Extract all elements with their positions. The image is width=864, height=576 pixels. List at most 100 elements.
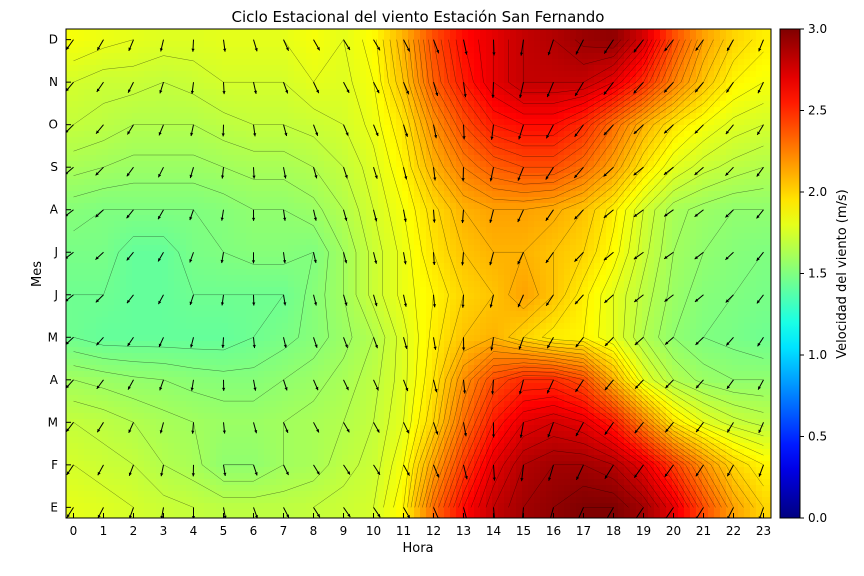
heatmap-cell bbox=[414, 53, 421, 60]
heatmap-cell bbox=[540, 167, 547, 174]
heatmap-cell bbox=[582, 137, 589, 144]
heatmap-cell bbox=[180, 47, 187, 54]
heatmap-cell bbox=[336, 113, 343, 120]
heatmap-cell bbox=[456, 101, 463, 108]
heatmap-cell bbox=[762, 107, 769, 114]
heatmap-cell bbox=[720, 95, 727, 102]
heatmap-cell bbox=[126, 77, 133, 84]
heatmap-cell bbox=[468, 263, 475, 270]
heatmap-cell bbox=[474, 167, 481, 174]
heatmap-cell bbox=[564, 161, 571, 168]
heatmap-cell bbox=[168, 125, 175, 132]
heatmap-cell bbox=[486, 119, 493, 126]
heatmap-cell bbox=[162, 107, 169, 114]
heatmap-cell bbox=[768, 251, 771, 258]
heatmap-cell bbox=[132, 215, 139, 222]
heatmap-cell bbox=[156, 65, 163, 72]
heatmap-cell bbox=[420, 107, 427, 114]
heatmap-cell bbox=[768, 143, 771, 150]
heatmap-cell bbox=[240, 95, 247, 102]
heatmap-cell bbox=[558, 275, 565, 282]
heatmap-cell bbox=[606, 161, 613, 168]
heatmap-cell bbox=[714, 77, 721, 84]
heatmap-cell bbox=[666, 119, 673, 126]
heatmap-cell bbox=[456, 215, 463, 222]
heatmap-cell bbox=[516, 71, 523, 78]
heatmap-cell bbox=[456, 95, 463, 102]
heatmap-cell bbox=[708, 95, 715, 102]
heatmap-cell bbox=[348, 41, 355, 48]
heatmap-cell bbox=[96, 59, 103, 66]
heatmap-cell bbox=[162, 101, 169, 108]
heatmap-cell bbox=[198, 89, 205, 96]
heatmap-cell bbox=[72, 227, 79, 234]
heatmap-cell bbox=[114, 95, 121, 102]
heatmap-cell bbox=[522, 179, 529, 186]
heatmap-cell bbox=[246, 83, 253, 90]
heatmap-cell bbox=[102, 215, 109, 222]
heatmap-cell bbox=[522, 185, 529, 192]
heatmap-cell bbox=[588, 77, 595, 84]
heatmap-cell bbox=[402, 209, 409, 216]
heatmap-cell bbox=[102, 239, 109, 246]
heatmap-cell bbox=[174, 89, 181, 96]
heatmap-cell bbox=[486, 155, 493, 162]
heatmap-cell bbox=[690, 53, 697, 60]
heatmap-cell bbox=[216, 245, 223, 252]
heatmap-cell bbox=[102, 59, 109, 66]
heatmap-cell bbox=[126, 53, 133, 60]
heatmap-cell bbox=[666, 47, 673, 54]
heatmap-cell bbox=[678, 125, 685, 132]
heatmap-cell bbox=[354, 59, 361, 66]
heatmap-cell bbox=[120, 227, 127, 234]
heatmap-cell bbox=[450, 71, 457, 78]
heatmap-cell bbox=[282, 167, 289, 174]
heatmap-cell bbox=[246, 119, 253, 126]
heatmap-cell bbox=[756, 155, 763, 162]
heatmap-cell bbox=[600, 155, 607, 162]
heatmap-cell bbox=[78, 125, 85, 132]
heatmap-cell bbox=[168, 71, 175, 78]
heatmap-cell bbox=[354, 179, 361, 186]
heatmap-cell bbox=[204, 125, 211, 132]
heatmap-cell bbox=[366, 53, 373, 60]
heatmap-cell bbox=[90, 263, 97, 270]
heatmap-cell bbox=[576, 77, 583, 84]
heatmap-cell bbox=[72, 89, 79, 96]
heatmap-cell bbox=[258, 125, 265, 132]
heatmap-cell bbox=[144, 215, 151, 222]
heatmap-cell bbox=[168, 119, 175, 126]
heatmap-cell bbox=[534, 185, 541, 192]
heatmap-cell bbox=[522, 233, 529, 240]
heatmap-cell bbox=[276, 257, 283, 264]
heatmap-cell bbox=[306, 65, 313, 72]
heatmap-cell bbox=[732, 155, 739, 162]
heatmap-cell bbox=[192, 41, 199, 48]
heatmap-cell bbox=[582, 167, 589, 174]
heatmap-cell bbox=[150, 101, 157, 108]
heatmap-cell bbox=[342, 191, 349, 198]
heatmap-cell bbox=[444, 59, 451, 66]
heatmap-cell bbox=[402, 47, 409, 54]
heatmap-cell bbox=[450, 125, 457, 132]
heatmap-cell bbox=[366, 143, 373, 150]
heatmap-cell bbox=[66, 179, 73, 186]
heatmap-cell bbox=[588, 161, 595, 168]
heatmap-cell bbox=[108, 89, 115, 96]
heatmap-cell bbox=[606, 77, 613, 84]
heatmap-cell bbox=[726, 41, 733, 48]
heatmap-cell bbox=[720, 77, 727, 84]
heatmap-cell bbox=[150, 95, 157, 102]
heatmap-cell bbox=[678, 239, 685, 246]
heatmap-cell bbox=[474, 263, 481, 270]
heatmap-cell bbox=[666, 251, 673, 258]
heatmap-cell bbox=[486, 185, 493, 192]
heatmap-cell bbox=[240, 167, 247, 174]
heatmap-cell bbox=[522, 65, 529, 72]
heatmap-cell bbox=[216, 83, 223, 90]
heatmap-cell bbox=[666, 101, 673, 108]
heatmap-cell bbox=[444, 77, 451, 84]
heatmap-cell bbox=[396, 275, 403, 282]
heatmap-cell bbox=[552, 113, 559, 120]
